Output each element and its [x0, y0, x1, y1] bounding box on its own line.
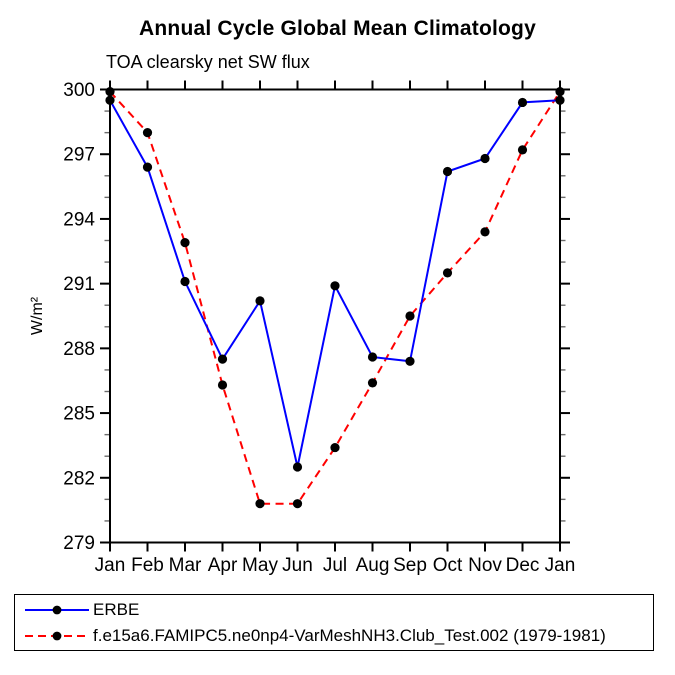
x-tick-label: Jan — [545, 555, 576, 576]
erbe-data-point-marker — [405, 356, 415, 366]
legend-label-model: f.e15a6.FAMIPC5.ne0np4-VarMeshNH3.Club_T… — [93, 625, 606, 645]
erbe-data-point-marker — [217, 354, 228, 364]
model-data-point-marker — [292, 499, 303, 509]
model-data-point-marker — [367, 378, 378, 388]
model-swatch-marker — [52, 631, 62, 640]
model-data-point-marker — [255, 499, 265, 509]
x-tick-label: Apr — [208, 555, 238, 576]
legend-item-model: f.e15a6.FAMIPC5.ne0np4-VarMeshNH3.Club_T… — [25, 624, 653, 648]
y-tick-label: 291 — [63, 274, 95, 295]
model-data-point-marker — [442, 268, 453, 278]
x-tick-label: Mar — [169, 555, 202, 576]
model-data-point-marker — [330, 442, 340, 453]
y-tick-label: 279 — [63, 533, 95, 554]
erbe-data-point-marker — [105, 95, 115, 105]
y-tick-label: 282 — [63, 468, 95, 489]
model-data-point-marker — [517, 145, 528, 155]
x-tick-label: Jan — [95, 555, 126, 576]
model-data-point-marker — [105, 87, 115, 97]
axis-frame — [109, 88, 561, 544]
legend-box: ERBE f.e15a6.FAMIPC5.ne0np4-VarMeshNH3.C… — [14, 594, 654, 651]
erbe-data-point-marker — [330, 281, 340, 291]
erbe-line-swatch — [25, 605, 89, 614]
y-tick-label: 300 — [63, 80, 95, 101]
y-tick-label: 297 — [63, 145, 95, 166]
model-series-line — [109, 91, 561, 505]
x-tick-label: May — [242, 555, 278, 576]
x-tick-label: Oct — [433, 555, 463, 576]
erbe-data-point-marker — [180, 276, 190, 287]
x-tick-label: Jul — [323, 555, 347, 576]
erbe-data-point-marker — [255, 296, 265, 306]
model-data-point-marker — [405, 311, 415, 321]
erbe-data-point-marker — [555, 95, 565, 105]
erbe-data-point-marker — [292, 462, 303, 472]
x-tick-label: Aug — [356, 555, 390, 576]
model-data-point-marker — [180, 238, 190, 248]
chart-subtitle: TOA clearsky net SW flux — [106, 52, 310, 72]
x-tick-label: Feb — [131, 555, 164, 576]
legend-label-erbe: ERBE — [93, 599, 140, 619]
x-tick-label: Sep — [393, 555, 427, 576]
chart-title: Annual Cycle Global Mean Climatology — [139, 17, 536, 40]
erbe-data-point-marker — [480, 153, 490, 164]
erbe-data-point-marker — [517, 97, 528, 108]
y-tick-label: 288 — [63, 339, 95, 360]
model-line-swatch — [25, 631, 89, 640]
model-data-point-marker — [480, 227, 490, 237]
erbe-data-point-marker — [142, 162, 153, 172]
x-tick-label: Nov — [468, 555, 502, 576]
x-tick-label: Jun — [282, 555, 313, 576]
erbe-data-point-marker — [442, 166, 453, 177]
y-tick-label: 285 — [63, 404, 95, 425]
x-tick-label: Dec — [506, 555, 540, 576]
model-data-point-marker — [142, 128, 153, 138]
y-tick-label: 294 — [63, 209, 95, 230]
erbe-swatch-marker — [52, 605, 62, 614]
model-data-point-marker — [555, 87, 565, 97]
erbe-data-point-marker — [367, 352, 378, 362]
legend-item-erbe: ERBE — [25, 598, 653, 622]
model-data-point-marker — [217, 380, 228, 390]
